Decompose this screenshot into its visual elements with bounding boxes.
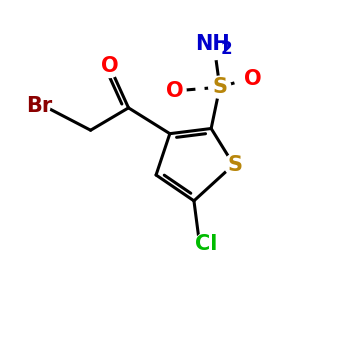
Circle shape <box>241 68 264 90</box>
Text: NH: NH <box>196 34 230 54</box>
Text: O: O <box>101 56 118 77</box>
Circle shape <box>195 233 217 255</box>
Text: Cl: Cl <box>195 234 217 254</box>
Text: O: O <box>166 80 184 100</box>
Circle shape <box>209 76 231 98</box>
Text: O: O <box>244 69 261 89</box>
Text: S: S <box>228 155 243 175</box>
Circle shape <box>201 32 229 60</box>
Text: S: S <box>212 77 227 97</box>
Text: 2: 2 <box>221 40 232 58</box>
Circle shape <box>99 56 121 77</box>
Circle shape <box>164 79 186 102</box>
Circle shape <box>28 95 50 117</box>
Text: Br: Br <box>26 96 52 116</box>
Circle shape <box>224 154 246 176</box>
